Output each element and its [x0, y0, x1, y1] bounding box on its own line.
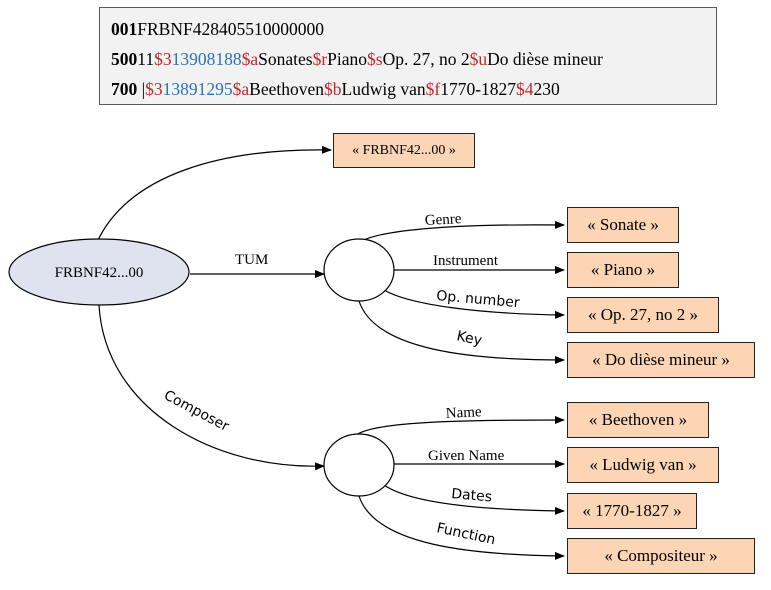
- subfield-value: 230: [533, 79, 560, 99]
- subfield-value: Beethoven: [249, 79, 325, 99]
- edge-function: [358, 495, 565, 560]
- function-label: Function: [435, 520, 497, 548]
- name-value-box: « Beethoven »: [567, 402, 709, 438]
- genre-label: Genre: [424, 211, 462, 229]
- subfield-code: $4: [516, 79, 534, 99]
- record-line-001: 001FRBNF428405510000000: [111, 14, 706, 44]
- edge-composer: [98, 304, 325, 471]
- subfield-code: $s: [367, 49, 383, 69]
- indicators: |: [137, 79, 146, 99]
- work-blank-node: [323, 238, 395, 302]
- op-number-label: Op. number: [436, 288, 521, 311]
- edge-name: [357, 416, 565, 435]
- subfield-code: $u: [469, 49, 488, 69]
- subfield-code: $r: [312, 49, 328, 69]
- key-label: Key: [455, 328, 483, 349]
- instrument-value-box: « Piano »: [567, 252, 679, 288]
- record-line-500: 50011$313908188$aSonates$rPiano$sOp. 27,…: [111, 44, 706, 74]
- key-value-box: « Do dièse mineur »: [567, 342, 755, 378]
- root-node-label: FRBNF42...00: [55, 265, 144, 281]
- edge-genre: [357, 220, 565, 244]
- edge-dates: [383, 484, 565, 515]
- subfield-value: 13908188: [171, 49, 242, 69]
- genre-value-box: « Sonate »: [567, 207, 679, 243]
- subfield-value: Do dièse mineur: [487, 49, 603, 69]
- subfield-code: $f: [425, 79, 441, 99]
- op-number-value-box: « Op. 27, no 2 »: [567, 297, 719, 333]
- field-value: FRBNF428405510000000: [137, 19, 324, 39]
- instrument-label: Instrument: [433, 253, 499, 269]
- record-line-700: 700 |$313891295$aBeethoven$bLudwig van$f…: [111, 74, 706, 104]
- given-name-label: Given Name: [428, 448, 505, 464]
- subfield-value: 1770-1827: [440, 79, 517, 99]
- root-node: [8, 238, 190, 306]
- subfield-value: 13891295: [162, 79, 233, 99]
- subfield-value: Piano: [327, 49, 368, 69]
- subfield-value: Op. 27, no 2: [382, 49, 470, 69]
- subfield-code: $b: [324, 79, 342, 99]
- subfield-code: $3: [145, 79, 163, 99]
- subfield-code: $3: [154, 49, 172, 69]
- person-blank-node: [323, 433, 395, 497]
- function-value-box: « Compositeur »: [567, 538, 755, 574]
- field-tag: 700: [111, 79, 138, 99]
- edge-op-number: [383, 289, 565, 319]
- name-label: Name: [445, 404, 482, 422]
- tum-label: TUM: [235, 252, 268, 268]
- subfield-value: Sonates: [258, 49, 313, 69]
- marc-record: 001FRBNF428405510000000 50011$313908188$…: [99, 7, 717, 105]
- subfield-code: $a: [232, 79, 250, 99]
- edge-key: [358, 300, 565, 364]
- subfield-value: Ludwig van: [341, 79, 426, 99]
- dates-label: Dates: [451, 486, 493, 505]
- uri-literal-box: « FRBNF42...00 »: [333, 133, 475, 168]
- field-tag: 001: [111, 19, 138, 39]
- subfield-code: $a: [241, 49, 259, 69]
- composer-label: Composer: [161, 387, 231, 435]
- edge-uri: [97, 145, 332, 241]
- field-tag: 500: [111, 49, 138, 69]
- given-name-value-box: « Ludwig van »: [567, 447, 719, 483]
- dates-value-box: « 1770-1827 »: [567, 493, 697, 529]
- indicators: 11: [137, 49, 155, 69]
